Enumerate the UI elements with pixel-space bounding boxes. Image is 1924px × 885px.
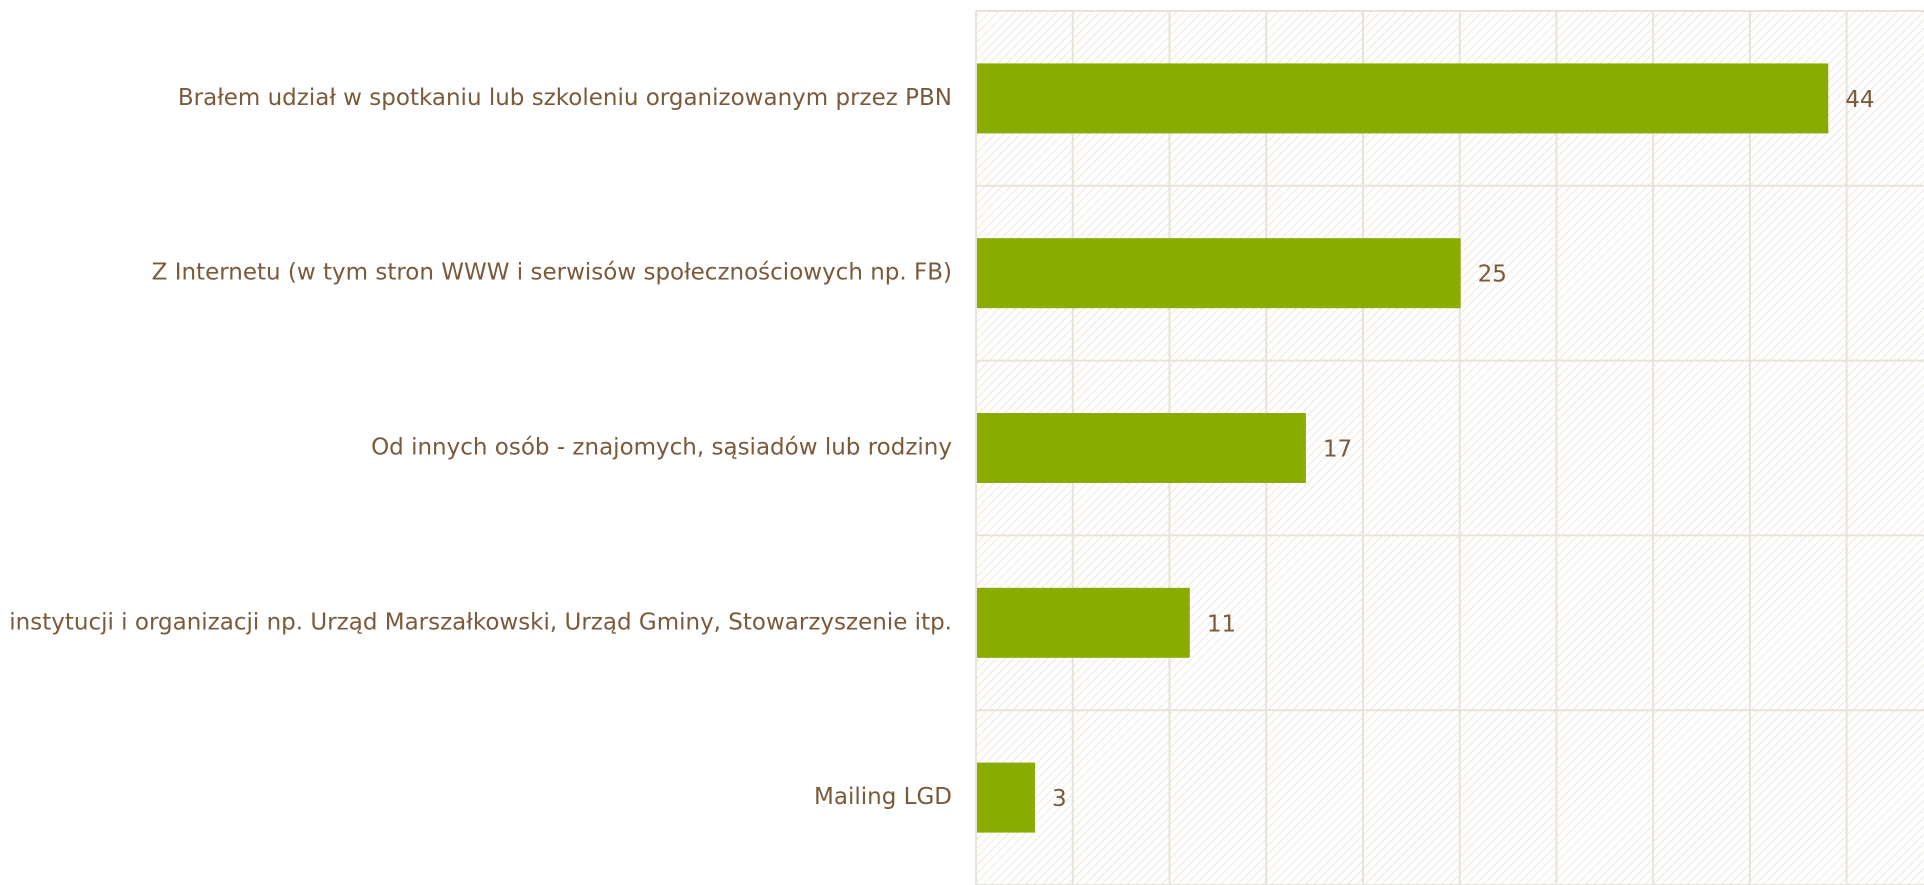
y-tick-label: Od innych osób - znajomych, sąsiadów lub… (371, 435, 952, 461)
value-label: 11 (1207, 611, 1236, 637)
bar (977, 762, 1036, 833)
y-tick-label: Od instytucji i organizacji np. Urząd Ma… (0, 609, 952, 635)
y-tick-label: Brałem udział w spotkaniu lub szkoleniu … (178, 85, 952, 111)
y-tick-label: Mailing LGD (814, 784, 952, 810)
value-label: 17 (1323, 437, 1352, 463)
bar (977, 587, 1190, 658)
y-tick-label: Z Internetu (w tym stron WWW i serwisów … (152, 260, 952, 286)
value-label: 25 (1478, 262, 1507, 288)
bar (977, 238, 1461, 309)
bar (977, 63, 1829, 134)
value-label: 44 (1845, 87, 1874, 113)
bar (977, 413, 1306, 483)
value-label: 3 (1052, 786, 1067, 812)
